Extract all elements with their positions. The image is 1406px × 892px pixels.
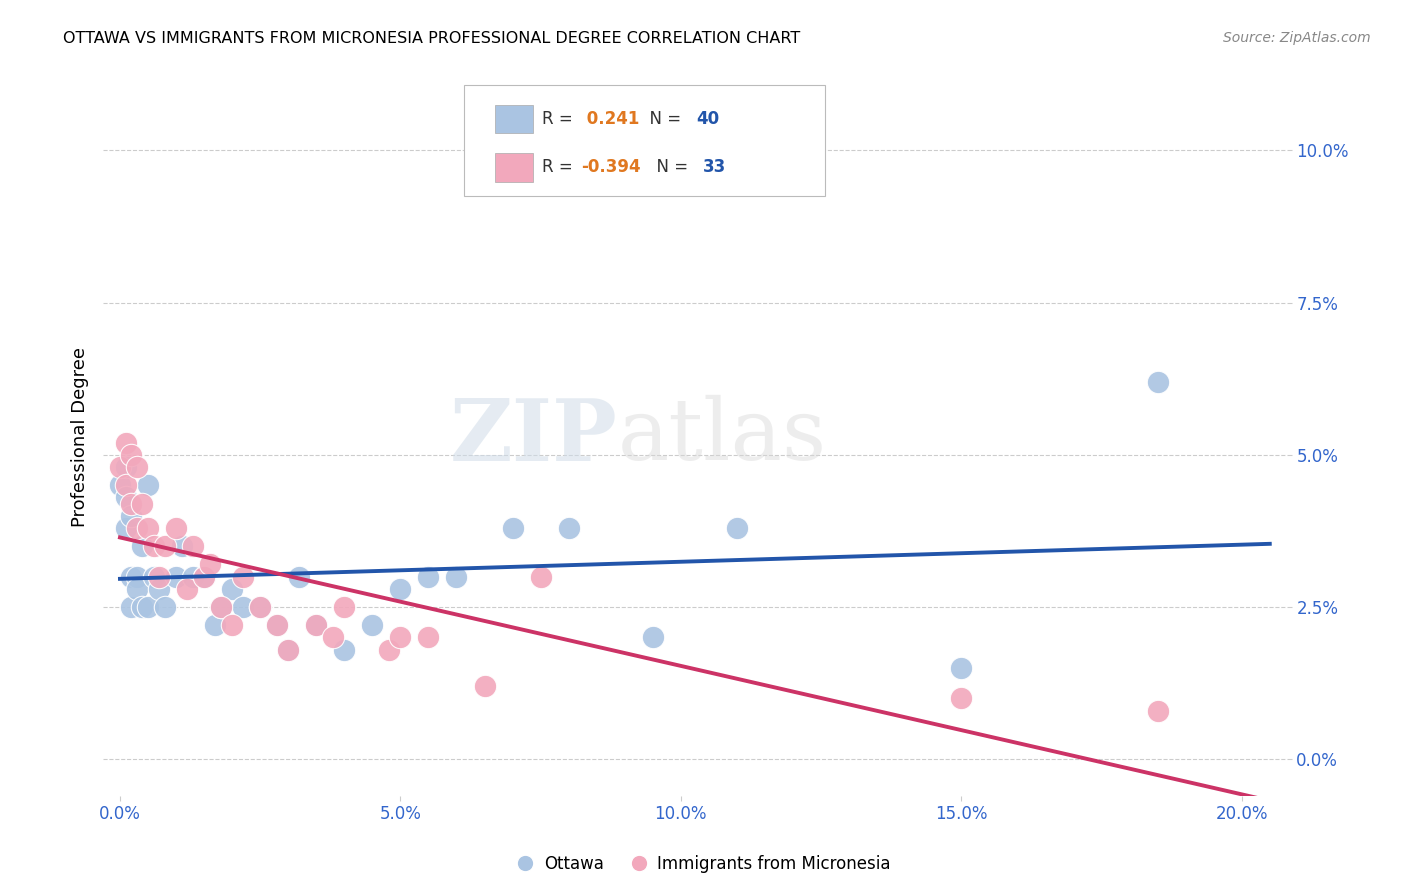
Point: [142, 539, 165, 553]
Legend: Ottawa, Immigrants from Micronesia: Ottawa, Immigrants from Micronesia: [509, 848, 897, 880]
Point: [446, 569, 468, 583]
Point: [114, 521, 136, 535]
Point: [136, 600, 159, 615]
Point: [209, 600, 232, 615]
Point: [193, 569, 215, 583]
Text: 40: 40: [696, 110, 720, 128]
Point: [221, 618, 243, 632]
Y-axis label: Professional Degree: Professional Degree: [72, 347, 89, 526]
Point: [277, 642, 299, 657]
Point: [148, 582, 170, 596]
Point: [148, 569, 170, 583]
Point: [641, 631, 664, 645]
Point: [153, 600, 176, 615]
Point: [170, 539, 193, 553]
FancyBboxPatch shape: [464, 85, 825, 196]
Text: 33: 33: [703, 159, 727, 177]
Point: [209, 600, 232, 615]
Point: [322, 631, 344, 645]
Point: [108, 478, 131, 492]
Point: [114, 478, 136, 492]
Point: [378, 642, 401, 657]
Point: [181, 539, 204, 553]
Text: R =: R =: [543, 159, 578, 177]
Point: [557, 521, 579, 535]
Point: [114, 491, 136, 505]
Point: [198, 558, 221, 572]
Point: [232, 569, 254, 583]
Point: [120, 508, 142, 523]
Point: [232, 600, 254, 615]
Point: [131, 539, 153, 553]
Point: [165, 521, 187, 535]
Point: [305, 618, 328, 632]
Point: [125, 460, 148, 475]
Point: [333, 642, 356, 657]
Point: [1146, 375, 1168, 389]
Point: [108, 460, 131, 475]
Point: [249, 600, 271, 615]
Point: [120, 497, 142, 511]
Point: [288, 569, 311, 583]
Text: -0.394: -0.394: [581, 159, 641, 177]
Point: [176, 582, 198, 596]
Text: OTTAWA VS IMMIGRANTS FROM MICRONESIA PROFESSIONAL DEGREE CORRELATION CHART: OTTAWA VS IMMIGRANTS FROM MICRONESIA PRO…: [63, 31, 800, 46]
Point: [361, 618, 384, 632]
Point: [474, 679, 496, 693]
Point: [120, 448, 142, 462]
Point: [114, 460, 136, 475]
Point: [125, 521, 148, 535]
FancyBboxPatch shape: [495, 153, 533, 182]
Point: [165, 569, 187, 583]
Point: [418, 569, 440, 583]
Point: [950, 691, 973, 706]
Text: atlas: atlas: [619, 395, 827, 478]
Point: [131, 497, 153, 511]
Point: [266, 618, 288, 632]
Point: [131, 600, 153, 615]
Point: [950, 661, 973, 675]
Point: [502, 521, 524, 535]
Point: [266, 618, 288, 632]
Point: [389, 582, 412, 596]
Point: [305, 618, 328, 632]
Text: N =: N =: [640, 110, 686, 128]
Text: ZIP: ZIP: [450, 394, 619, 479]
Point: [418, 631, 440, 645]
Point: [389, 631, 412, 645]
Point: [181, 569, 204, 583]
Point: [193, 569, 215, 583]
Text: R =: R =: [543, 110, 578, 128]
Point: [114, 435, 136, 450]
Point: [204, 618, 226, 632]
Point: [333, 600, 356, 615]
Point: [120, 600, 142, 615]
Point: [153, 539, 176, 553]
Point: [142, 569, 165, 583]
Point: [136, 478, 159, 492]
Text: 0.241: 0.241: [581, 110, 640, 128]
Point: [1146, 704, 1168, 718]
Point: [277, 642, 299, 657]
Point: [221, 582, 243, 596]
Point: [120, 569, 142, 583]
Text: Source: ZipAtlas.com: Source: ZipAtlas.com: [1223, 31, 1371, 45]
FancyBboxPatch shape: [495, 104, 533, 133]
Point: [136, 521, 159, 535]
Point: [125, 569, 148, 583]
Point: [125, 582, 148, 596]
Text: N =: N =: [647, 159, 693, 177]
Point: [249, 600, 271, 615]
Point: [725, 521, 748, 535]
Point: [530, 569, 553, 583]
